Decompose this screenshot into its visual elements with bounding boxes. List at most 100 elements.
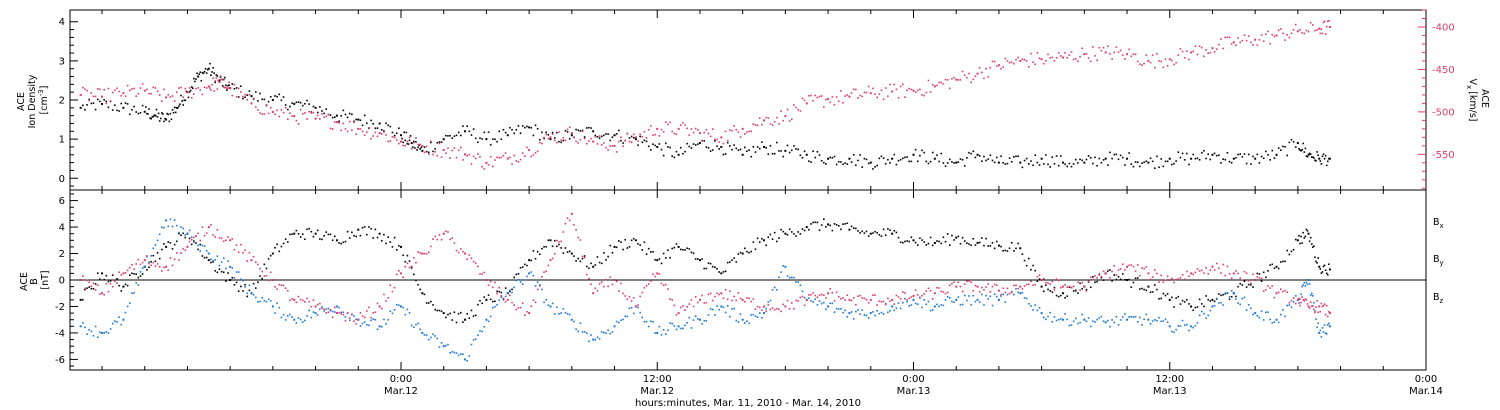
density-point <box>173 106 176 109</box>
velocity-point <box>816 96 819 99</box>
bx-point <box>675 243 678 245</box>
bz-point <box>201 226 204 229</box>
density-point <box>697 143 699 145</box>
velocity-point <box>169 96 172 98</box>
bx-point <box>1213 300 1216 303</box>
bz-point <box>436 238 439 241</box>
bz-point <box>660 282 663 285</box>
bx-point <box>240 285 242 288</box>
bx-point <box>690 251 693 254</box>
by-point <box>1143 318 1145 321</box>
bz-point <box>929 289 932 292</box>
density-point <box>1226 151 1229 154</box>
by-point <box>991 304 994 307</box>
by-point <box>1237 302 1239 304</box>
bz-point <box>1275 292 1278 295</box>
bx-point <box>248 289 251 292</box>
density-point <box>957 161 960 163</box>
density-point <box>407 143 410 145</box>
density-point <box>1243 153 1246 155</box>
by-point <box>184 234 187 236</box>
bz-point <box>137 258 140 261</box>
density-point <box>215 74 218 76</box>
by-point <box>1288 304 1291 306</box>
by-point <box>1183 324 1186 326</box>
velocity-point <box>910 88 913 91</box>
density-point <box>470 134 473 136</box>
density-point <box>190 86 193 88</box>
density-point <box>551 131 554 134</box>
bz-point <box>1203 272 1205 274</box>
by-point <box>1323 324 1326 326</box>
bx-point <box>466 313 468 315</box>
bz-point <box>974 284 977 287</box>
velocity-point <box>1128 48 1130 51</box>
bz-point <box>395 273 398 276</box>
by-point <box>321 306 323 308</box>
bz-point <box>754 308 757 310</box>
velocity-point <box>583 137 586 140</box>
density-point <box>987 158 990 160</box>
bx-point <box>1205 295 1207 297</box>
by-point <box>470 343 473 346</box>
density-point <box>1141 162 1143 165</box>
density-point <box>304 102 306 105</box>
bx-point <box>833 223 836 225</box>
density-point <box>995 156 998 159</box>
bx-point <box>327 233 330 236</box>
by-point <box>528 272 531 275</box>
by-point <box>1200 310 1203 313</box>
by-point <box>1113 321 1116 324</box>
bz-point <box>331 316 334 318</box>
velocity-point <box>1147 59 1150 62</box>
density-point <box>1262 157 1265 160</box>
density-point <box>459 134 462 137</box>
bx-point <box>1168 298 1171 301</box>
velocity-point <box>282 111 285 114</box>
by-point <box>842 311 844 314</box>
bx-point <box>929 236 932 239</box>
velocity-point <box>1239 41 1242 44</box>
velocity-point <box>226 87 228 90</box>
bx-point <box>1328 263 1330 266</box>
velocity-point <box>763 119 766 122</box>
velocity-point <box>780 110 782 112</box>
bz-point <box>1300 301 1302 304</box>
density-point <box>955 161 958 164</box>
by-point <box>558 312 560 315</box>
velocity-point <box>186 91 189 94</box>
bz-point <box>1254 279 1257 281</box>
density-point <box>752 146 755 148</box>
by-point <box>622 318 624 321</box>
velocity-point <box>487 164 490 166</box>
by-point <box>944 299 947 301</box>
velocity-point <box>116 87 118 90</box>
bz-point <box>852 297 855 299</box>
bz-point <box>1036 275 1039 278</box>
velocity-point <box>575 140 577 143</box>
bz-point <box>1141 267 1143 269</box>
bx-point <box>746 250 748 253</box>
bx-point <box>784 232 787 235</box>
by-point <box>763 312 766 315</box>
bx-point <box>906 240 908 242</box>
bx-point <box>321 238 323 241</box>
density-point <box>1021 166 1024 169</box>
density-point <box>716 145 718 148</box>
velocity-point <box>1296 30 1299 33</box>
bx-point <box>1321 271 1324 273</box>
by-point <box>1177 325 1180 327</box>
by-point <box>1166 321 1169 324</box>
bx-point <box>103 278 105 281</box>
bx-point <box>342 241 345 244</box>
by-point <box>963 294 966 297</box>
velocity-point <box>1025 60 1028 62</box>
velocity-point <box>353 121 355 124</box>
bz-point <box>1194 271 1197 274</box>
density-point <box>1192 153 1195 156</box>
bz-point <box>126 269 129 272</box>
density-point <box>1126 157 1129 160</box>
by-point <box>90 330 93 333</box>
density-point <box>483 131 486 134</box>
by-point <box>1061 318 1064 321</box>
